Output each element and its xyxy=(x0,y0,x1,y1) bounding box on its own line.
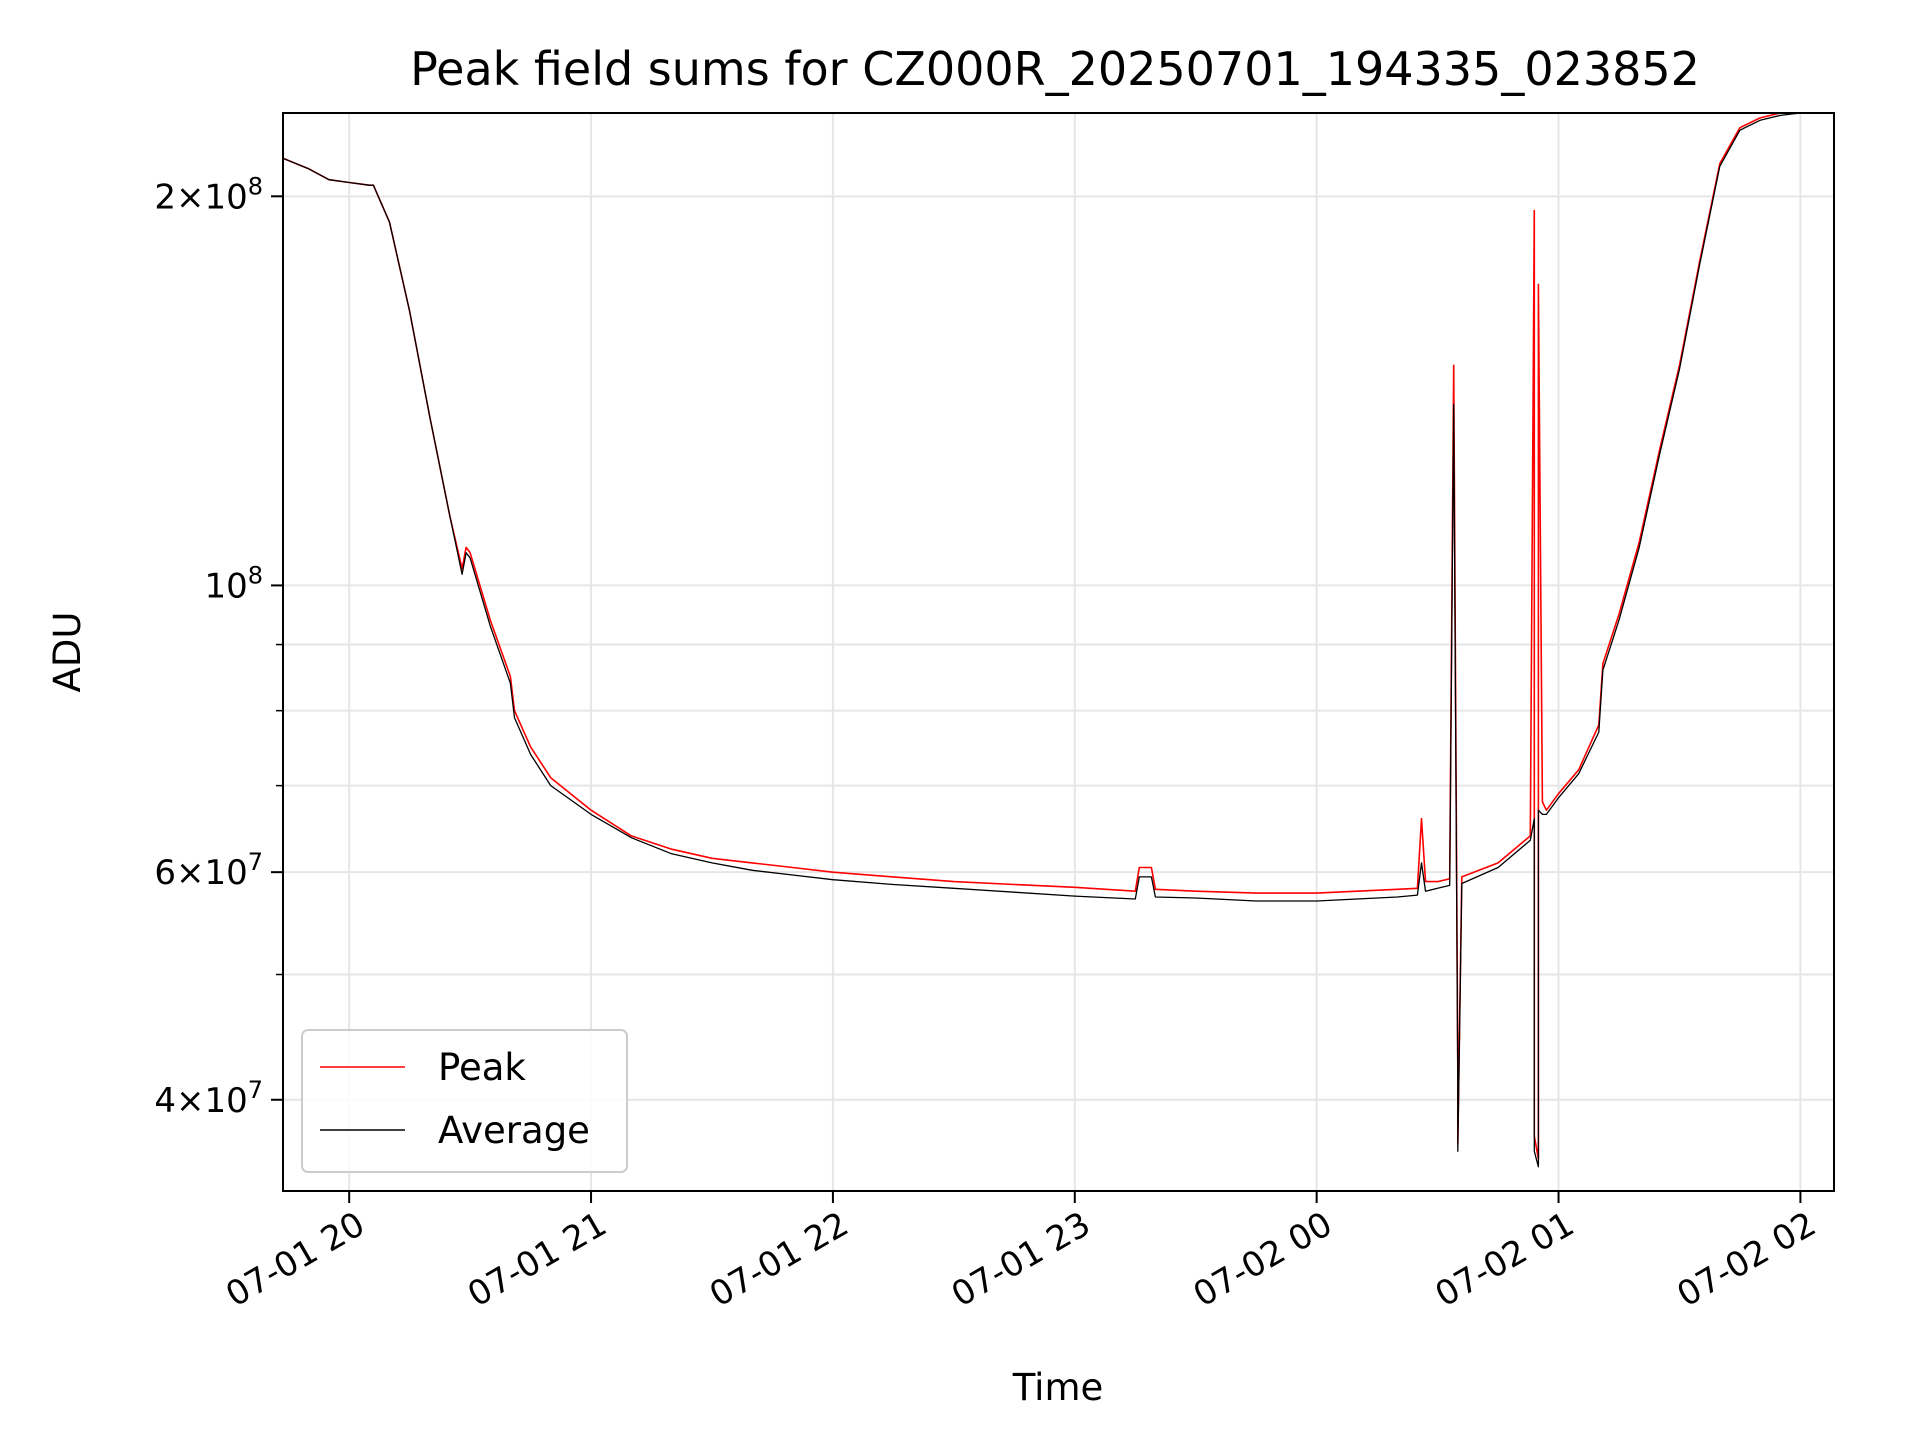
chart-title: Peak field sums for CZ000R_20250701_1943… xyxy=(410,42,1700,96)
x-axis-label: Time xyxy=(1012,1366,1104,1409)
series-layer xyxy=(283,113,1810,1168)
y-axis: 4×107 6×107 108 2×108 xyxy=(154,172,283,1121)
plot-frame xyxy=(282,112,1835,1192)
legend-box xyxy=(301,1029,628,1173)
y-tick-label: 108 xyxy=(204,561,263,606)
legend-label-average: Average xyxy=(438,1109,590,1152)
y-axis-label: ADU xyxy=(46,612,89,693)
y-tick-label: 2×108 xyxy=(154,172,263,217)
y-tick-label: 6×107 xyxy=(154,848,263,893)
legend: Peak Average xyxy=(301,1029,628,1173)
y-tick-label: 4×107 xyxy=(154,1076,263,1121)
series-line-average xyxy=(283,113,1810,1168)
legend-label-peak: Peak xyxy=(438,1046,526,1089)
